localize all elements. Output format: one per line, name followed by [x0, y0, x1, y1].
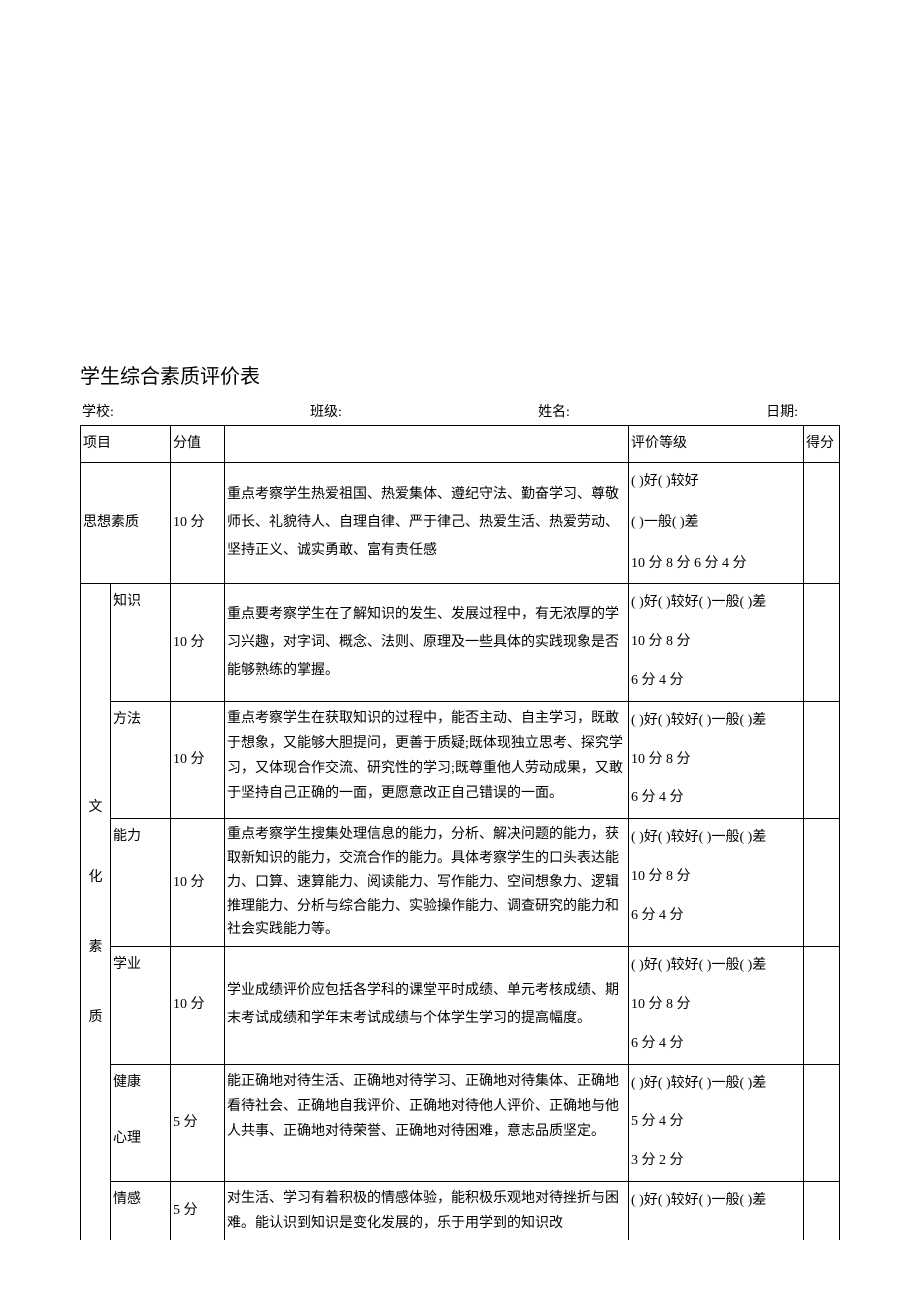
cell-result [804, 463, 840, 584]
rating-line: ( )好( )较好( )一般( )差 [631, 1069, 801, 1100]
cell-score: 5 分 [171, 1181, 225, 1240]
cell-culture-group: 文 化 素 质 [81, 584, 111, 1240]
cell-rating: ( )好( )较好 ( )一般( )差 10 分 8 分 6 分 4 分 [629, 463, 804, 584]
rating-line: ( )好( )较好( )一般( )差 [631, 588, 801, 619]
rating-line: 6 分 4 分 [631, 783, 801, 814]
cell-score: 10 分 [171, 584, 225, 701]
col-level: 评价等级 [629, 426, 804, 463]
cell-sub: 能力 [111, 819, 171, 947]
row-health: 健康 心理 5 分 能正确地对待生活、正确地对待学习、正确地对待集体、正确地看待… [81, 1064, 840, 1181]
rating-line: 6 分 4 分 [631, 1029, 801, 1060]
rating-line: 10 分 8 分 [631, 745, 801, 776]
row-thought: 思想素质 10 分 重点考察学生热爱祖国、热爱集体、遵纪守法、勤奋学习、尊敬师长… [81, 463, 840, 584]
form-header: 学校: 班级: 姓名: 日期: [80, 401, 840, 421]
cell-desc: 学业成绩评价应包括各学科的课堂平时成绩、单元考核成绩、期末考试成绩和学年末考试成… [225, 947, 629, 1064]
name-label: 姓名: [538, 401, 570, 421]
rating-line: 3 分 2 分 [631, 1146, 801, 1177]
cell-result [804, 1064, 840, 1181]
rating-line: ( )好( )较好( )一般( )差 [631, 951, 801, 982]
cell-desc: 重点考察学生搜集处理信息的能力，分析、解决问题的能力，获取新知识的能力，交流合作… [225, 819, 629, 947]
cell-sub: 学业 [111, 947, 171, 1064]
school-label: 学校: [82, 401, 114, 421]
cell-desc: 对生活、学习有着积极的情感体验，能积极乐观地对待挫折与困难。能认识到知识是变化发… [225, 1181, 629, 1240]
cell-desc: 重点考察学生在获取知识的过程中，能否主动、自主学习，既敢于想象，又能够大胆提问，… [225, 701, 629, 818]
cell-desc: 重点考察学生热爱祖国、热爱集体、遵纪守法、勤奋学习、尊敬师长、礼貌待人、自理自律… [225, 463, 629, 584]
rating-line: 10 分 8 分 6 分 4 分 [631, 549, 801, 580]
cell-sub: 知识 [111, 584, 171, 701]
table-header-row: 项目 分值 评价等级 得分 [81, 426, 840, 463]
rating-line: 6 分 4 分 [631, 901, 801, 932]
cell-score: 5 分 [171, 1064, 225, 1181]
cell-desc: 能正确地对待生活、正确地对待学习、正确地对待集体、正确地看待社会、正确地自我评价… [225, 1064, 629, 1181]
cell-result [804, 584, 840, 701]
row-emotion: 情感 5 分 对生活、学习有着积极的情感体验，能积极乐观地对待挫折与困难。能认识… [81, 1181, 840, 1240]
cell-rating: ( )好( )较好( )一般( )差 10 分 8 分 6 分 4 分 [629, 584, 804, 701]
cell-rating: ( )好( )较好( )一般( )差 10 分 8 分 6 分 4 分 [629, 947, 804, 1064]
evaluation-table: 项目 分值 评价等级 得分 思想素质 10 分 重点考察学生热爱祖国、热爱集体、… [80, 425, 840, 1240]
rating-line: 10 分 8 分 [631, 990, 801, 1021]
rating-line: ( )好( )较好 [631, 467, 801, 498]
col-result: 得分 [804, 426, 840, 463]
rating-line: 10 分 8 分 [631, 627, 801, 658]
rating-line: ( )好( )较好( )一般( )差 [631, 1186, 801, 1217]
cell-score: 10 分 [171, 947, 225, 1064]
row-method: 方法 10 分 重点考察学生在获取知识的过程中，能否主动、自主学习，既敢于想象，… [81, 701, 840, 818]
cell-sub: 健康 心理 [111, 1064, 171, 1181]
cell-desc: 重点要考察学生在了解知识的发生、发展过程中，有无浓厚的学习兴趣，对字词、概念、法… [225, 584, 629, 701]
cell-sub: 方法 [111, 701, 171, 818]
date-label: 日期: [766, 401, 798, 421]
cell-score: 10 分 [171, 463, 225, 584]
rating-line: ( )好( )较好( )一般( )差 [631, 823, 801, 854]
cell-score: 10 分 [171, 819, 225, 947]
rating-line: ( )一般( )差 [631, 508, 801, 539]
cell-result [804, 701, 840, 818]
cell-rating: ( )好( )较好( )一般( )差 [629, 1181, 804, 1240]
col-score: 分值 [171, 426, 225, 463]
class-label: 班级: [310, 401, 342, 421]
cell-result [804, 1181, 840, 1240]
cell-rating: ( )好( )较好( )一般( )差 10 分 8 分 6 分 4 分 [629, 701, 804, 818]
row-knowledge: 文 化 素 质 知识 10 分 重点要考察学生在了解知识的发生、发展过程中，有无… [81, 584, 840, 701]
cell-result [804, 947, 840, 1064]
rating-line: 6 分 4 分 [631, 666, 801, 697]
cell-result [804, 819, 840, 947]
row-ability: 能力 10 分 重点考察学生搜集处理信息的能力，分析、解决问题的能力，获取新知识… [81, 819, 840, 947]
cell-category: 思想素质 [81, 463, 171, 584]
rating-line: 10 分 8 分 [631, 862, 801, 893]
col-item: 项目 [81, 426, 171, 463]
cell-rating: ( )好( )较好( )一般( )差 10 分 8 分 6 分 4 分 [629, 819, 804, 947]
cell-rating: ( )好( )较好( )一般( )差 5 分 4 分 3 分 2 分 [629, 1064, 804, 1181]
page-title: 学生综合素质评价表 [80, 360, 840, 389]
col-desc [225, 426, 629, 463]
row-academic: 学业 10 分 学业成绩评价应包括各学科的课堂平时成绩、单元考核成绩、期末考试成… [81, 947, 840, 1064]
rating-line: 5 分 4 分 [631, 1107, 801, 1138]
cell-score: 10 分 [171, 701, 225, 818]
cell-sub: 情感 [111, 1181, 171, 1240]
rating-line: ( )好( )较好( )一般( )差 [631, 706, 801, 737]
